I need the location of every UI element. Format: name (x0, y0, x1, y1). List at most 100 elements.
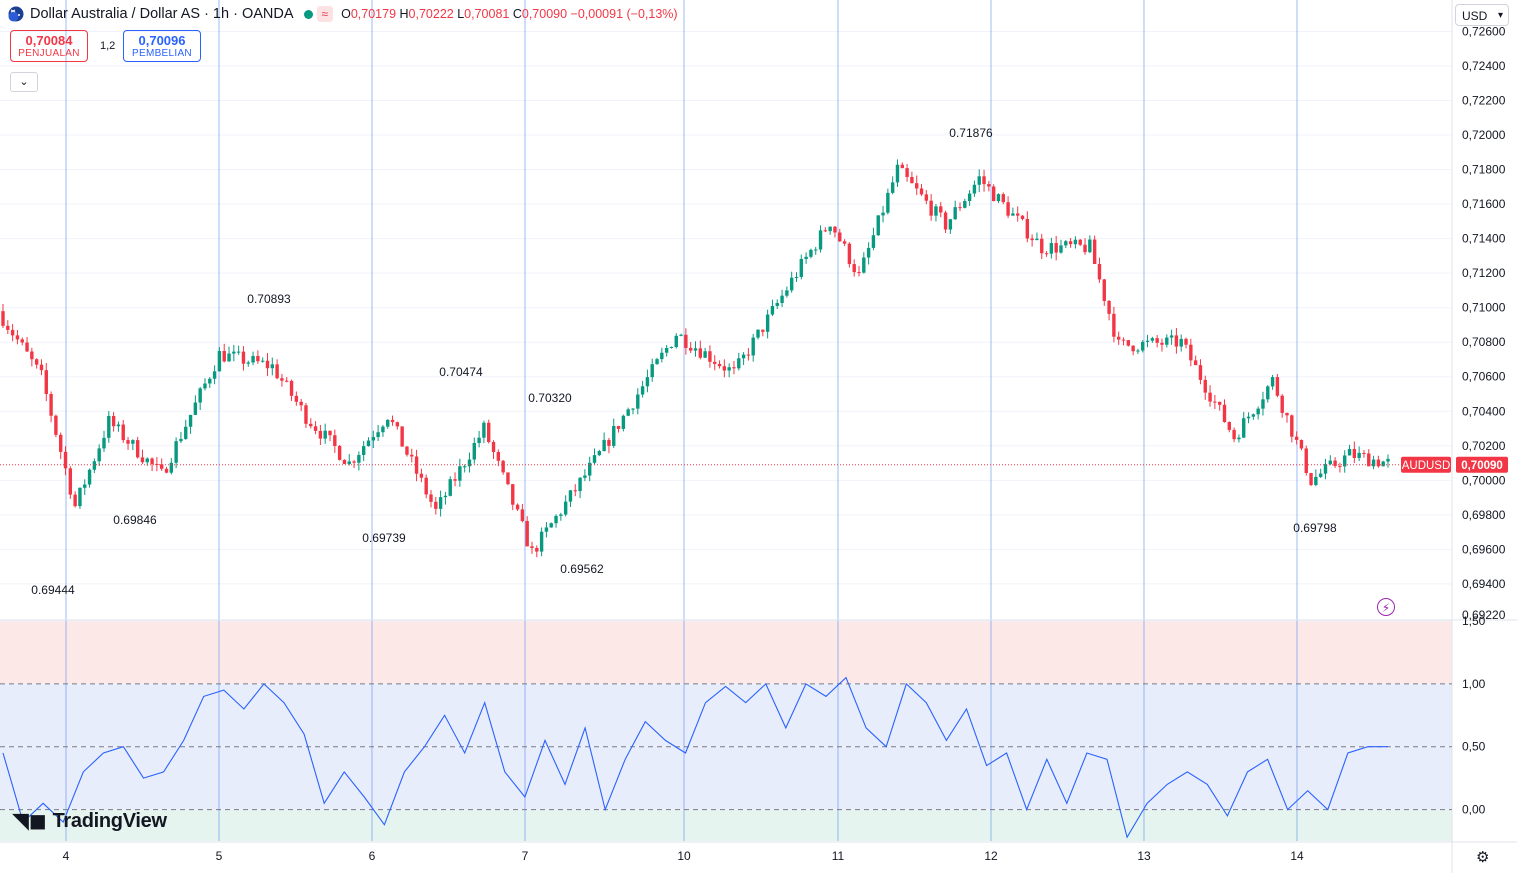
candle-up (1371, 459, 1376, 467)
symbol-title[interactable]: Dollar Australia / Dollar AS · 1h · OAND… (30, 6, 294, 22)
candle-down (506, 472, 510, 485)
oscillator-zone-high (0, 621, 1452, 684)
candle-up (1165, 337, 1169, 345)
candle-up (462, 466, 467, 468)
symbol-flag-badge[interactable]: ≈ (316, 6, 334, 22)
candle-up (563, 501, 568, 515)
candle-down (1054, 243, 1058, 253)
collapse-legend-button[interactable]: ⌄ (10, 72, 38, 92)
candle-down (924, 194, 929, 201)
candle-down (1083, 244, 1087, 253)
candle-down (525, 521, 529, 547)
candle-down (280, 378, 284, 381)
candle-down (684, 334, 688, 348)
candle-down (722, 366, 727, 371)
candle-up (828, 226, 832, 232)
oscillator-axis-tick-label: 1,50 (1462, 614, 1486, 628)
candle-up (780, 295, 784, 303)
candle-up (1169, 335, 1174, 338)
candle-up (179, 438, 183, 442)
candle-down (405, 446, 409, 455)
candle-down (1184, 338, 1188, 345)
candle-up (1136, 350, 1140, 352)
candle-up (1261, 399, 1265, 409)
candle-up (895, 164, 900, 183)
candle-down (1040, 238, 1044, 254)
sell-button[interactable]: 0,70084 PENJUALAN (10, 30, 88, 62)
candle-down (275, 364, 279, 379)
y-axis-tick-label: 0,70400 (1462, 404, 1506, 418)
y-axis-tick-label: 0,70600 (1462, 370, 1506, 384)
high-price-label: 0.70893 (247, 292, 291, 306)
candle-down (1107, 300, 1111, 314)
last-price-tag (1456, 456, 1508, 473)
candle-up (1251, 414, 1256, 417)
candle-down (1112, 313, 1116, 337)
candle-down (1362, 452, 1366, 454)
high-price-label: 0.71876 (949, 126, 993, 140)
candle-down (150, 458, 154, 464)
candle-down (1126, 340, 1131, 346)
y-axis-tick-label: 0,71400 (1462, 232, 1506, 246)
candle-down (607, 439, 611, 446)
candle-up (357, 454, 361, 463)
tradingview-logo[interactable]: ◥◼ TradingView (12, 808, 167, 834)
x-axis-tick-label: 6 (369, 849, 376, 863)
candle-down (1030, 238, 1034, 241)
candle-up (1270, 377, 1275, 387)
candle-down (6, 325, 10, 330)
candle-down (20, 339, 24, 343)
ohlc-readout: O0,70179 H0,70222 L0,70081 C0,70090 −0,0… (341, 7, 678, 21)
candle-up (881, 212, 885, 216)
candle-down (34, 359, 39, 365)
candle-up (1064, 241, 1068, 246)
candle-down (1097, 263, 1102, 280)
candle-down (434, 501, 438, 509)
candle-up (477, 437, 481, 444)
candle-up (102, 437, 106, 449)
buy-button[interactable]: 0,70096 PEMBELIAN (123, 30, 201, 62)
candle-up (549, 523, 553, 528)
candle-up (568, 490, 573, 502)
candle-up (482, 422, 486, 438)
candle-up (1049, 243, 1054, 254)
candle-down (833, 226, 837, 233)
candle-up (1256, 408, 1260, 415)
symbol-header[interactable]: Dollar Australia / Dollar AS · 1h · OAND… (8, 4, 678, 24)
x-axis-tick-label: 11 (832, 849, 845, 863)
candle-up (809, 249, 813, 257)
candle-down (1280, 395, 1284, 413)
candle-up (612, 426, 616, 446)
candle-down (414, 456, 419, 474)
candle-down (1333, 460, 1337, 466)
candle-up (443, 495, 448, 498)
candle-down (688, 347, 693, 351)
candle-down (708, 351, 712, 362)
candle-down (256, 355, 260, 362)
candle-up (208, 378, 212, 384)
gear-icon[interactable]: ⚙ (1476, 849, 1490, 866)
candle-down (515, 504, 520, 510)
candle-down (1352, 448, 1357, 458)
candle-up (184, 426, 188, 439)
candle-up (660, 352, 664, 360)
candle-up (871, 235, 876, 248)
candle-up (972, 184, 977, 194)
symbol-price-tag-label: AUDUSD (1402, 460, 1451, 472)
candle-down (847, 243, 852, 265)
candle-down (49, 394, 53, 416)
candle-down (54, 415, 58, 435)
y-axis-tick-label: 0,70000 (1462, 473, 1506, 487)
candle-down (823, 230, 828, 232)
candle-up (381, 426, 385, 433)
candle-up (376, 432, 380, 438)
currency-select[interactable]: USD ▾ (1455, 4, 1509, 26)
currency-value: USD (1462, 9, 1488, 23)
candle-up (650, 364, 654, 378)
candle-down (30, 351, 34, 360)
sell-price: 0,70084 (25, 33, 73, 48)
lightning-icon[interactable]: ⚡ (1377, 598, 1395, 616)
candle-up (621, 415, 626, 429)
high-price-label: 0.70320 (528, 391, 572, 405)
